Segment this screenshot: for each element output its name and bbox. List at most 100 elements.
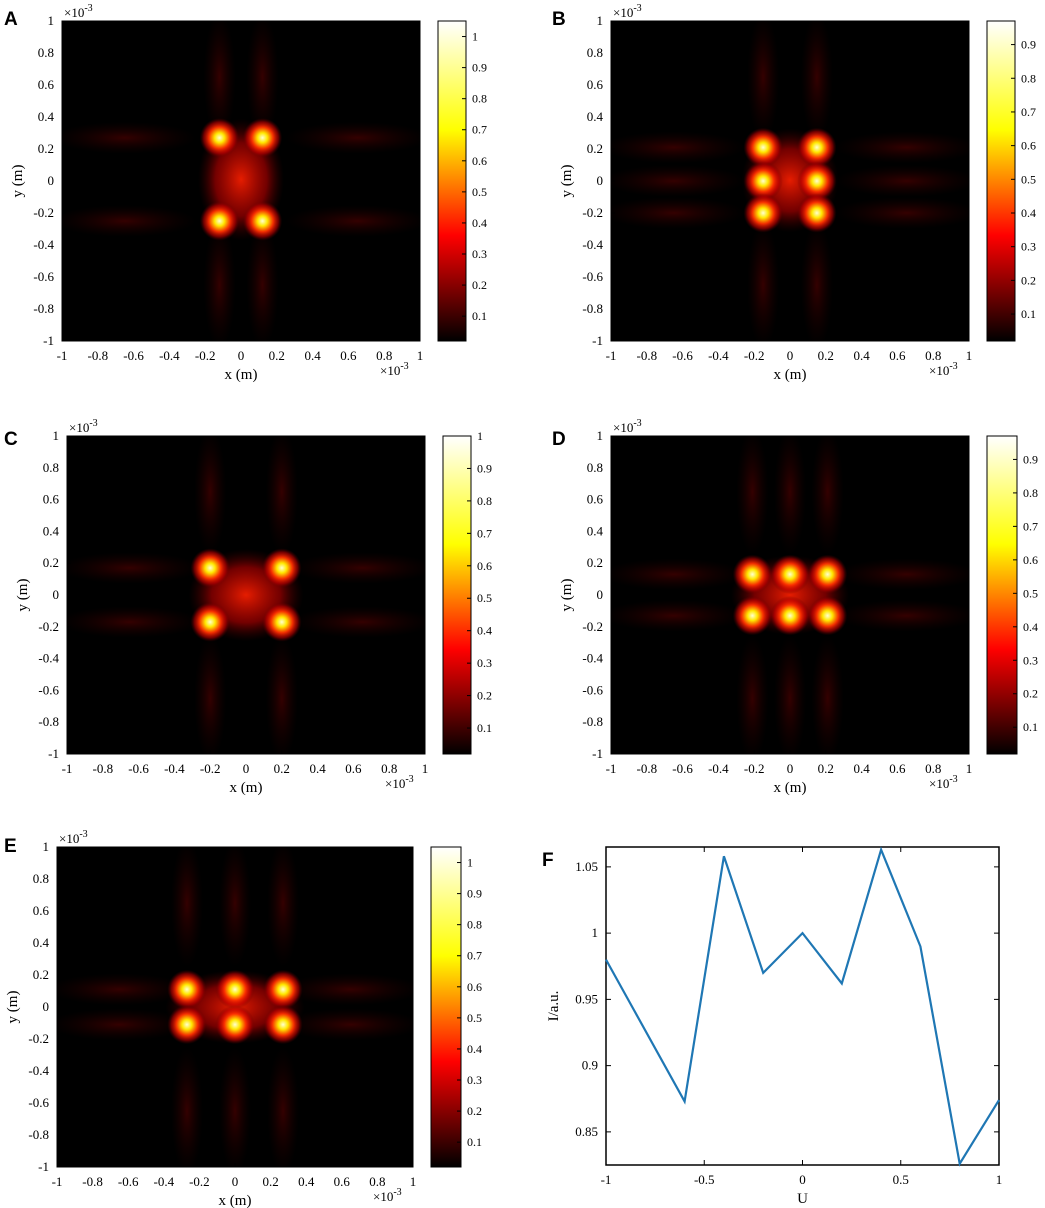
- y-exponent-label: ×10-3: [59, 829, 88, 846]
- intensity-peak: [797, 127, 837, 168]
- x-exponent-label: ×10-3: [929, 774, 958, 791]
- side-lobe: [246, 21, 279, 141]
- side-lobe: [611, 197, 746, 229]
- y-tick-label: 0: [53, 587, 60, 602]
- y-tick-label: 1: [592, 925, 599, 940]
- y-tick-label: -0.8: [582, 714, 603, 729]
- y-tick-label: -0.2: [33, 205, 54, 220]
- colorbar: [986, 435, 1018, 755]
- side-lobe: [194, 634, 227, 754]
- x-tick-label: -0.5: [694, 1172, 715, 1187]
- y-tick-label: 0: [597, 587, 604, 602]
- side-lobe: [834, 558, 969, 591]
- colorbar-tick-label: 0.4: [1023, 620, 1038, 634]
- side-lobe: [773, 436, 807, 556]
- intensity-peak: [215, 969, 255, 1009]
- colorbar: [442, 435, 472, 755]
- y-tick-label: 0.2: [587, 555, 603, 570]
- colorbar-tick-label: 0.3: [1023, 653, 1038, 667]
- colorbar-tick-label: 0.5: [1021, 172, 1036, 186]
- x-axis-label: x (m): [774, 367, 807, 383]
- y-exponent-label: ×10-3: [613, 418, 642, 435]
- colorbar-tick-label: 0.2: [477, 689, 492, 703]
- y-tick-label: 1: [53, 428, 60, 443]
- side-lobe: [203, 221, 236, 341]
- colorbar-tick-label: 0.4: [477, 624, 492, 638]
- x-tick-label: -0.4: [708, 761, 729, 776]
- colorbar-tick-label: 0.4: [472, 216, 487, 230]
- colorbar-tick-label: 1: [472, 30, 478, 44]
- y-tick-label: 0.4: [587, 109, 604, 124]
- side-lobe: [67, 606, 202, 638]
- colorbar-tick-label: 0.1: [472, 309, 487, 323]
- y-tick-label: 0.8: [33, 871, 49, 886]
- y-tick-label: 0.2: [33, 967, 49, 982]
- y-tick-label: 0.4: [38, 109, 55, 124]
- colorbar-tick-label: 0.5: [472, 185, 487, 199]
- y-tick-label: 0.2: [38, 141, 54, 156]
- x-tick-label: 1: [410, 1174, 417, 1189]
- panel-letter: B: [552, 9, 566, 30]
- y-tick-label: 0.8: [38, 45, 54, 60]
- panel-letter: D: [552, 429, 566, 450]
- colorbar-tick-label: 0.9: [472, 61, 487, 75]
- x-tick-label: 0.6: [345, 761, 362, 776]
- colorbar-tick-label: 0.2: [1021, 273, 1036, 287]
- side-lobe: [62, 205, 197, 237]
- y-tick-label: 0.85: [575, 1124, 598, 1139]
- colorbar-tick-label: 0.5: [477, 591, 492, 605]
- x-tick-label: -0.6: [123, 348, 144, 363]
- y-tick-label: -0.6: [582, 269, 603, 284]
- colorbar-tick-label: 0.1: [467, 1135, 482, 1149]
- colorbar-tick-label: 0.1: [477, 721, 492, 735]
- x-axis-label: U: [797, 1191, 808, 1207]
- colorbar-tick-label: 0.9: [1023, 452, 1038, 466]
- side-lobe: [265, 436, 298, 556]
- intensity-peak: [167, 1005, 207, 1045]
- x-tick-label: 0.8: [369, 1174, 385, 1189]
- colorbar-tick-label: 0.7: [477, 526, 492, 540]
- y-tick-label: 0.4: [587, 523, 604, 538]
- colorbar-tick-label: 0.8: [467, 918, 482, 932]
- panel-letter: F: [542, 850, 554, 871]
- side-lobe: [736, 634, 769, 754]
- side-lobe: [800, 221, 833, 341]
- y-axis-label: y (m): [15, 579, 31, 612]
- intensity-peak: [743, 127, 783, 168]
- series-line: [605, 846, 1000, 1167]
- y-tick-label: -1: [592, 746, 603, 761]
- colorbar-tick-label: 0.6: [1021, 139, 1036, 153]
- intensity-peak: [807, 595, 848, 636]
- y-axis-label: y (m): [10, 165, 26, 198]
- panel-letter: E: [4, 836, 17, 857]
- x-tick-label: 0: [799, 1172, 806, 1187]
- colorbar-tick-label: 0.6: [472, 154, 487, 168]
- x-tick-label: 0: [238, 348, 245, 363]
- x-tick-label: 0.6: [340, 348, 357, 363]
- panel-c: C -1 -0.8 -0.6 -0.4 -0.2 0 0.2 0.4 0.6 0.8 1 1 0.8 0.6…: [4, 418, 492, 796]
- side-lobe: [834, 165, 969, 197]
- x-tick-label: -0.2: [200, 761, 221, 776]
- x-tick-label: 0.2: [274, 761, 290, 776]
- y-tick-label: -0.6: [38, 682, 59, 697]
- panel-e: E -1 -0.8 -0.6 -0.4 -0.2 0 0.2 0.4 0.6 0.8 1 1 0.8 0.6…: [4, 829, 482, 1208]
- colorbar-tick-label: 0.9: [477, 461, 492, 475]
- side-lobe: [267, 847, 300, 967]
- colorbar-tick-label: 0.8: [1023, 486, 1038, 500]
- x-tick-label: -1: [57, 348, 68, 363]
- side-lobe: [285, 205, 420, 237]
- x-tick-label: 1: [422, 761, 429, 776]
- colorbar-tick-label: 0.5: [1023, 586, 1038, 600]
- side-lobe: [285, 121, 420, 154]
- side-lobe: [773, 634, 807, 754]
- x-tick-label: -0.2: [744, 348, 765, 363]
- side-lobe: [279, 973, 413, 1006]
- y-tick-label: -0.6: [33, 269, 54, 284]
- y-tick-label: 0.4: [33, 935, 50, 950]
- side-lobe: [800, 21, 833, 141]
- x-tick-label: -0.8: [93, 761, 114, 776]
- side-lobe: [834, 599, 969, 632]
- y-tick-label: -0.4: [38, 651, 59, 666]
- y-tick-label: 0: [48, 173, 55, 188]
- x-tick-label: -0.4: [164, 761, 185, 776]
